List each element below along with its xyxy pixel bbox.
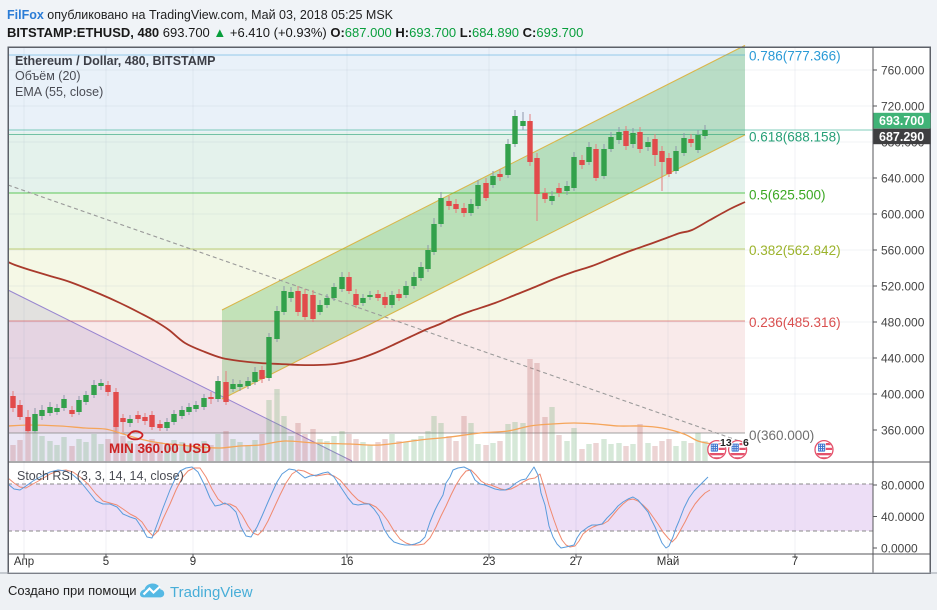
svg-text:440.000: 440.000: [881, 352, 925, 366]
svg-text:13: 13: [720, 437, 732, 449]
svg-text:0.236(485.316): 0.236(485.316): [749, 315, 841, 330]
svg-text:MIN 360.00 USD: MIN 360.00 USD: [109, 441, 211, 456]
svg-text:560.000: 560.000: [881, 244, 925, 258]
svg-text:FilFox опубликовано на Trading: FilFox опубликовано на TradingView.com, …: [7, 8, 394, 22]
svg-text:40.0000: 40.0000: [881, 510, 925, 524]
svg-text:400.000: 400.000: [881, 388, 925, 402]
svg-text:520.000: 520.000: [881, 280, 925, 294]
svg-text:720.000: 720.000: [881, 100, 925, 114]
svg-text:0.618(688.158): 0.618(688.158): [749, 130, 841, 145]
svg-text:Ethereum / Dollar, 480, BITSTA: Ethereum / Dollar, 480, BITSTAMP: [15, 54, 216, 68]
svg-text:Апр: Апр: [14, 556, 34, 568]
svg-text:EMA (55, close): EMA (55, close): [15, 85, 103, 99]
svg-text:6: 6: [743, 437, 749, 449]
svg-text:7: 7: [792, 556, 798, 568]
svg-text:TradingView: TradingView: [170, 584, 253, 601]
svg-text:640.000: 640.000: [881, 172, 925, 186]
svg-text:Stoch RSI (3, 3, 14, 14, close: Stoch RSI (3, 3, 14, 14, close): [17, 469, 184, 483]
svg-text:600.000: 600.000: [881, 208, 925, 222]
svg-text:687.290: 687.290: [879, 130, 924, 144]
svg-text:0.786(777.366): 0.786(777.366): [749, 49, 841, 64]
svg-text:5: 5: [103, 556, 109, 568]
svg-text:80.0000: 80.0000: [881, 479, 925, 493]
svg-text:0.382(562.842): 0.382(562.842): [749, 243, 841, 258]
svg-text:0.0000: 0.0000: [881, 542, 918, 556]
svg-text:0.5(625.500): 0.5(625.500): [749, 188, 826, 203]
svg-text:360.000: 360.000: [881, 424, 925, 438]
svg-text:BITSTAMP:ETHUSD, 480 693.700 ▲: BITSTAMP:ETHUSD, 480 693.700 ▲ +6.410 (+…: [7, 25, 583, 40]
svg-text:9: 9: [190, 556, 196, 568]
svg-text:Май: Май: [657, 556, 680, 568]
svg-text:16: 16: [341, 556, 354, 568]
svg-text:23: 23: [483, 556, 496, 568]
svg-text:Создано при помощи: Создано при помощи: [8, 583, 137, 598]
svg-text:693.700: 693.700: [879, 114, 924, 128]
svg-text:Объём (20): Объём (20): [15, 69, 81, 83]
svg-text:480.000: 480.000: [881, 316, 925, 330]
svg-text:27: 27: [570, 556, 583, 568]
svg-text:0(360.000): 0(360.000): [749, 428, 814, 443]
svg-text:760.000: 760.000: [881, 64, 925, 78]
